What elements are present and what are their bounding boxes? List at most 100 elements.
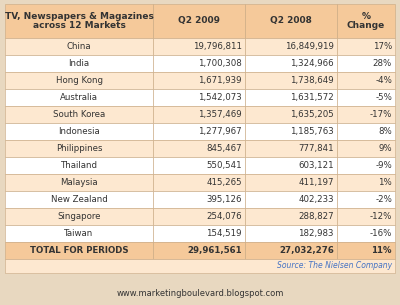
Bar — [245, 4, 337, 38]
Text: 1,185,763: 1,185,763 — [290, 127, 334, 136]
Text: Philippines: Philippines — [56, 144, 102, 153]
Bar — [153, 140, 245, 157]
Text: 402,233: 402,233 — [298, 195, 334, 204]
Bar — [153, 191, 245, 208]
Bar — [5, 208, 153, 225]
Bar — [245, 89, 337, 106]
Text: 254,076: 254,076 — [206, 212, 242, 221]
Bar — [5, 242, 153, 259]
Bar — [245, 191, 337, 208]
Bar — [337, 38, 395, 55]
Text: -12%: -12% — [370, 212, 392, 221]
Bar — [337, 140, 395, 157]
Text: 411,197: 411,197 — [298, 178, 334, 187]
Bar — [153, 225, 245, 242]
Bar — [245, 242, 337, 259]
Text: TV, Newspapers & Magazines
across 12 Markets: TV, Newspapers & Magazines across 12 Mar… — [4, 12, 154, 31]
Bar — [337, 4, 395, 38]
Text: 395,126: 395,126 — [206, 195, 242, 204]
Text: New Zealand: New Zealand — [51, 195, 107, 204]
Text: -16%: -16% — [370, 229, 392, 238]
Text: Singapore: Singapore — [57, 212, 101, 221]
Bar — [337, 242, 395, 259]
Text: -9%: -9% — [375, 161, 392, 170]
Text: 16,849,919: 16,849,919 — [285, 42, 334, 51]
Text: 28%: 28% — [373, 59, 392, 68]
Bar — [337, 208, 395, 225]
Bar — [153, 174, 245, 191]
Text: 17%: 17% — [373, 42, 392, 51]
Text: 1%: 1% — [378, 178, 392, 187]
Bar — [153, 55, 245, 72]
Text: -2%: -2% — [375, 195, 392, 204]
Bar — [245, 225, 337, 242]
Text: South Korea: South Korea — [53, 110, 105, 119]
Bar — [5, 174, 153, 191]
Bar — [153, 157, 245, 174]
Bar — [5, 4, 153, 38]
Bar — [337, 225, 395, 242]
Text: %
Change: % Change — [347, 12, 385, 31]
Bar — [5, 55, 153, 72]
Text: 777,841: 777,841 — [298, 144, 334, 153]
Bar — [153, 72, 245, 89]
Bar — [337, 157, 395, 174]
Text: 11%: 11% — [372, 246, 392, 255]
Bar — [337, 191, 395, 208]
Text: India: India — [68, 59, 90, 68]
Text: 288,827: 288,827 — [298, 212, 334, 221]
Text: 9%: 9% — [378, 144, 392, 153]
Text: China: China — [67, 42, 91, 51]
Text: Hong Kong: Hong Kong — [56, 76, 102, 85]
Bar — [245, 55, 337, 72]
Text: Taiwan: Taiwan — [64, 229, 94, 238]
Bar — [153, 106, 245, 123]
Bar — [337, 89, 395, 106]
Bar — [5, 89, 153, 106]
Bar — [153, 38, 245, 55]
Bar — [245, 72, 337, 89]
Text: 8%: 8% — [378, 127, 392, 136]
Bar — [153, 208, 245, 225]
Text: 1,635,205: 1,635,205 — [290, 110, 334, 119]
Bar — [153, 4, 245, 38]
Text: 1,542,073: 1,542,073 — [198, 93, 242, 102]
Text: -17%: -17% — [370, 110, 392, 119]
Bar — [245, 106, 337, 123]
Bar — [5, 123, 153, 140]
Text: 1,277,967: 1,277,967 — [198, 127, 242, 136]
Text: 415,265: 415,265 — [206, 178, 242, 187]
Bar — [337, 123, 395, 140]
Text: 1,357,469: 1,357,469 — [198, 110, 242, 119]
Text: Thailand: Thailand — [60, 161, 98, 170]
Bar — [245, 157, 337, 174]
Bar — [245, 123, 337, 140]
Text: Q2 2008: Q2 2008 — [270, 16, 312, 26]
Text: Australia: Australia — [60, 93, 98, 102]
Text: Malaysia: Malaysia — [60, 178, 98, 187]
Bar — [5, 157, 153, 174]
Bar — [245, 174, 337, 191]
Text: 603,121: 603,121 — [298, 161, 334, 170]
Text: 1,631,572: 1,631,572 — [290, 93, 334, 102]
Bar — [245, 38, 337, 55]
Bar — [5, 259, 395, 273]
Text: -4%: -4% — [375, 76, 392, 85]
Text: 182,983: 182,983 — [298, 229, 334, 238]
Bar — [153, 123, 245, 140]
Bar — [5, 225, 153, 242]
Text: 19,796,811: 19,796,811 — [193, 42, 242, 51]
Bar — [337, 106, 395, 123]
Bar — [5, 106, 153, 123]
Text: 845,467: 845,467 — [206, 144, 242, 153]
Text: TOTAL FOR PERIODS: TOTAL FOR PERIODS — [30, 246, 128, 255]
Bar — [153, 242, 245, 259]
Text: www.marketingboulevard.blogspot.com: www.marketingboulevard.blogspot.com — [116, 289, 284, 299]
Bar — [5, 140, 153, 157]
Bar — [5, 38, 153, 55]
Bar — [245, 208, 337, 225]
Text: Indonesia: Indonesia — [58, 127, 100, 136]
Text: 1,700,308: 1,700,308 — [198, 59, 242, 68]
Text: 154,519: 154,519 — [206, 229, 242, 238]
Text: 1,671,939: 1,671,939 — [198, 76, 242, 85]
